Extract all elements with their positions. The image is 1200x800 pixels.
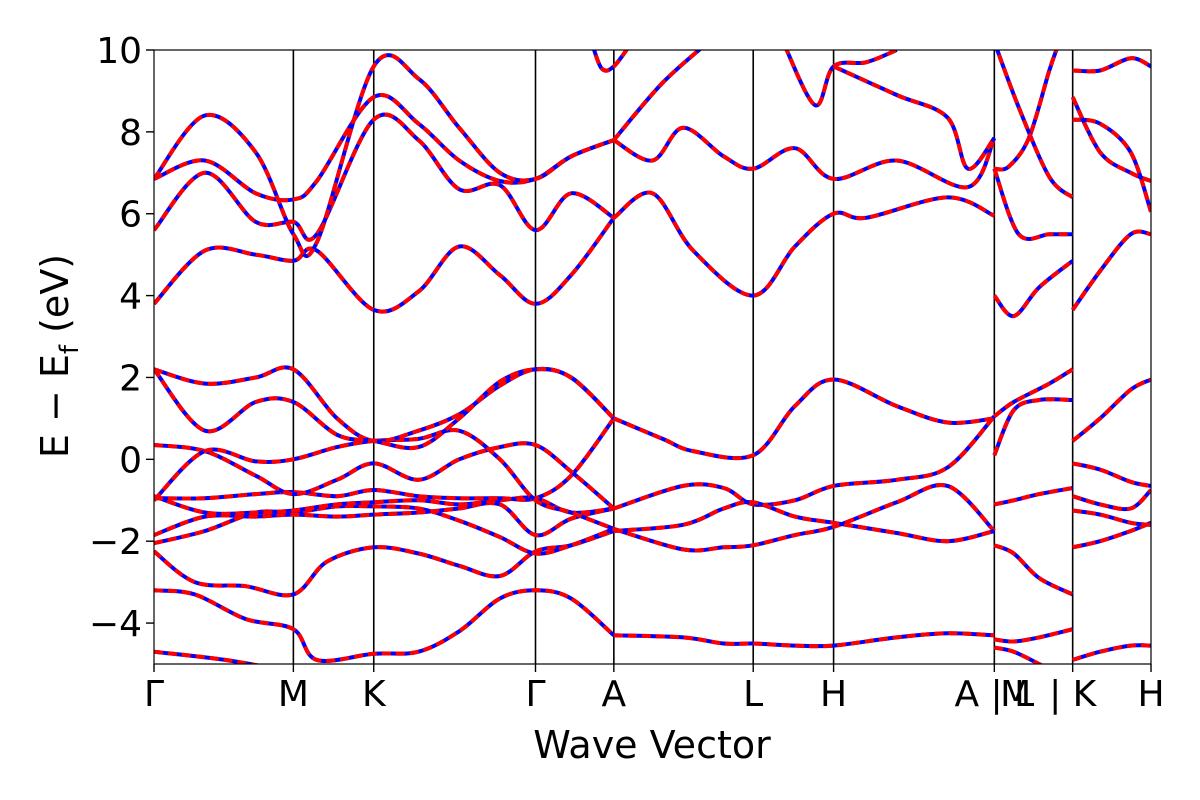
band-line-overlay-15: [613, 377, 995, 461]
band-line-reference-43: [1072, 508, 1151, 527]
band-line-overlay-27: [992, 167, 1073, 241]
x-tick-label-9: | K: [1049, 674, 1098, 715]
band-line-overlay-1: [154, 588, 616, 663]
y-tick-label-4: 4: [119, 277, 142, 318]
band-line-reference-35: [993, 645, 1044, 664]
band-line-reference-26: [994, 50, 1059, 172]
band-line-overlay-31: [993, 367, 1074, 419]
band-line-overlay-29: [995, 50, 1075, 200]
band-line-overlay-26: [994, 50, 1059, 172]
band-line-overlay-41: [1072, 461, 1151, 488]
band-line-overlay-28: [992, 259, 1074, 319]
x-tick-label-6: H: [820, 674, 847, 715]
band-series: [154, 50, 1151, 664]
band-line-overlay-38: [1070, 96, 1151, 183]
band-line-overlay-45: [1072, 643, 1151, 662]
y-tick-label-3: 2: [119, 358, 142, 399]
band-line-overlay-10: [154, 367, 616, 450]
y-tick-label-0: −4: [89, 604, 142, 645]
band-line-reference-12: [154, 112, 615, 242]
x-tick-label-1: M: [278, 674, 309, 715]
plot-frame: [153, 49, 1152, 665]
band-line-overlay-20: [612, 190, 996, 298]
band-line-reference-45: [1072, 643, 1151, 662]
band-line-reference-28: [992, 259, 1074, 319]
band-line-reference-25: [832, 64, 996, 171]
x-tick-label-8: M: [1000, 674, 1031, 715]
y-tick-label-6: 8: [119, 113, 142, 154]
y-axis-ticks: −4 −2 0 2 4 6 8 10: [89, 31, 154, 645]
band-line-overlay-36: [1072, 56, 1151, 74]
band-line-reference-24: [784, 50, 898, 108]
band-line-reference-1: [154, 588, 616, 663]
band-line-reference-34: [994, 627, 1074, 644]
band-line-overlay-23: [592, 50, 629, 73]
x-tick-label-10: H: [1137, 674, 1164, 715]
band-line-reference-20: [612, 190, 996, 298]
band-line-reference-9: [154, 365, 616, 444]
band-line-overlay-19: [613, 631, 995, 649]
band-line-reference-11: [154, 216, 616, 314]
band-line-overlay-40: [1071, 377, 1151, 443]
x-tick-label-2: K: [362, 674, 387, 715]
x-axis-title: Wave Vector: [533, 723, 771, 767]
band-line-overlay-33: [993, 543, 1074, 597]
band-line-overlay-43: [1072, 508, 1151, 527]
x-tick-label-4: A: [602, 674, 627, 715]
y-axis-title: E − Ef (eV): [33, 254, 85, 458]
band-line-overlay-18: [613, 500, 995, 544]
band-line-overlay-24: [784, 50, 898, 108]
band-line-reference-36: [1072, 56, 1151, 74]
band-line-reference-41: [1072, 461, 1151, 488]
band-line-overlay-6: [154, 417, 616, 502]
band-line-overlay-34: [994, 627, 1074, 644]
band-line-reference-27: [992, 167, 1073, 241]
band-line-reference-16: [613, 415, 996, 511]
band-line-overlay-17: [613, 482, 996, 553]
y-tick-label-5: 6: [119, 195, 142, 236]
band-line-reference-39: [1071, 229, 1151, 312]
y-tick-label-7: 10: [96, 31, 142, 72]
x-tick-label-3: Γ: [525, 674, 545, 715]
band-line-overlay-22: [612, 50, 703, 142]
high-symmetry-dividers: [292, 50, 1074, 664]
band-line-overlay-7: [154, 441, 616, 511]
band-line-overlay-5: [154, 494, 615, 516]
band-line-overlay-4: [154, 500, 615, 538]
band-line-reference-32: [993, 486, 1074, 507]
y-tick-label-1: −2: [89, 522, 142, 563]
band-line-overlay-35: [993, 645, 1044, 664]
band-line-overlay-14: [154, 53, 615, 259]
band-line-reference-44: [1072, 488, 1151, 512]
x-tick-label-0: Γ: [144, 674, 164, 715]
band-line-overlay-30: [992, 397, 1073, 457]
band-line-overlay-2: [154, 529, 615, 598]
x-tick-label-7: A | L: [954, 674, 1034, 715]
band-line-overlay-21: [612, 125, 997, 190]
x-tick-label-5: L: [743, 674, 763, 715]
band-line-overlay-39: [1071, 229, 1151, 312]
band-line-overlay-11: [154, 216, 616, 314]
band-line-overlay-37: [1072, 117, 1151, 213]
band-line-overlay-32: [993, 486, 1074, 507]
band-line-overlay-16: [613, 415, 996, 511]
band-line-overlay-44: [1072, 488, 1151, 512]
y-axis-title-subscript: f: [55, 344, 85, 354]
band-line-overlay-8: [154, 428, 615, 531]
band-line-reference-42: [1072, 520, 1151, 550]
band-line-overlay-9: [154, 365, 616, 444]
y-axis-title-main: E − E: [33, 354, 77, 458]
band-line-overlay-0: [154, 649, 262, 664]
band-line-reference-2: [154, 529, 615, 598]
band-line-reference-33: [993, 543, 1074, 597]
y-tick-label-2: 0: [119, 440, 142, 481]
band-line-overlay-12: [154, 112, 615, 242]
band-line-overlay-25: [832, 64, 996, 171]
y-axis-title-unit: (eV): [33, 254, 77, 345]
